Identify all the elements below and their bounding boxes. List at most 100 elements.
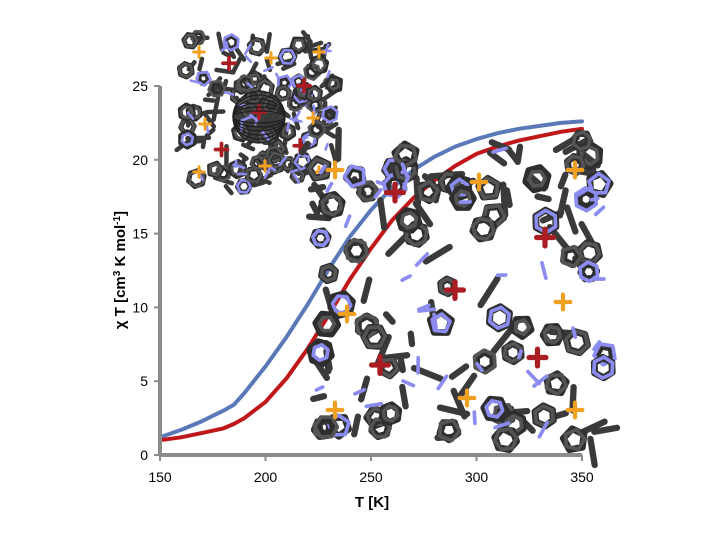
molecule-large-image (299, 126, 621, 469)
molecule-bond-nitrogen (532, 374, 549, 388)
molecule-bond (305, 213, 332, 222)
molecule-ring (319, 264, 338, 283)
molecule-ring (303, 62, 322, 81)
molecule-bond (505, 146, 521, 165)
y-tick-label: 5 (140, 373, 148, 389)
molecule-bond (221, 50, 232, 59)
molecule-ring (587, 171, 611, 195)
molecule-bond-nitrogen (540, 260, 548, 280)
molecule-bond-nitrogen (592, 340, 602, 352)
molecule-ring (327, 78, 341, 91)
molecule-ring (482, 203, 507, 228)
molecule-bond (299, 140, 311, 156)
molecule-bond (412, 200, 434, 228)
molecule-ring (231, 122, 252, 143)
molecule-bond (216, 31, 225, 52)
molecule-bond-nitrogen (263, 65, 274, 73)
molecule-ring (312, 310, 342, 338)
molecule-bond (272, 109, 283, 119)
molecule-ring (579, 144, 600, 167)
molecule-bond-nitrogen (593, 205, 606, 217)
molecule-ring (308, 54, 330, 76)
molecule-ring (321, 105, 339, 124)
molecule-bond-nitrogen (472, 410, 477, 426)
molecule-bond (360, 276, 373, 304)
molecule-bond (490, 324, 516, 355)
molecule-ring (307, 157, 330, 181)
molecule-bond-nitrogen (517, 349, 523, 360)
molecule-bond-nitrogen (314, 385, 325, 392)
molecule-bond-nitrogen (278, 155, 288, 167)
molecule-bond (185, 135, 212, 141)
molecule-bond-nitrogen (375, 180, 387, 187)
molecule-ring (514, 318, 532, 336)
molecule-bond (407, 330, 416, 348)
molecule-bond (238, 152, 249, 161)
y-axis-title: χ T [cm3 K mol-1] (112, 211, 130, 329)
molecule-bond-nitrogen (289, 168, 299, 174)
molecule-bond (569, 383, 577, 414)
molecule-ring (357, 180, 378, 203)
molecule-ring (430, 312, 452, 334)
molecule-ring (281, 125, 294, 139)
molecule-bond-nitrogen (537, 420, 549, 439)
molecule-bond (422, 243, 453, 265)
x-tick-label: 200 (254, 469, 278, 485)
molecule-bond-nitrogen (493, 421, 511, 430)
y-tick-label: 15 (132, 226, 148, 242)
y-tick-label: 10 (132, 299, 148, 315)
molecule-bond-nitrogen (234, 159, 238, 169)
molecule-ring (278, 48, 297, 65)
molecule-ring (315, 415, 338, 438)
molecule-bond (377, 197, 388, 231)
molecule-ring (381, 404, 400, 423)
molecule-ring (307, 120, 326, 139)
molecule-bond-nitrogen (189, 79, 202, 85)
molecule-ring (182, 33, 199, 48)
molecule-bond-nitrogen (292, 173, 301, 184)
molecule-bond-nitrogen (491, 146, 509, 154)
molecule-ring (522, 164, 552, 194)
molecule-bond (264, 31, 272, 54)
molecule-ring (207, 79, 227, 98)
molecule-ring (326, 413, 351, 437)
molecule-ring (563, 427, 587, 452)
molecule-bond-nitrogen (325, 181, 334, 193)
molecule-ring (236, 74, 255, 92)
molecule-ring (306, 338, 335, 367)
molecule-ring (208, 81, 225, 96)
molecule-ring (291, 86, 312, 106)
molecule-bond-nitrogen (318, 164, 327, 175)
molecule-bond (334, 126, 342, 163)
molecule-ring (417, 180, 440, 203)
molecule-bond (553, 410, 569, 420)
molecule-ring (480, 395, 509, 423)
molecule-bond-nitrogen (326, 70, 331, 79)
molecule-ring (533, 404, 556, 428)
x-axis-title: T [K] (355, 494, 389, 511)
molecule-bond-nitrogen (240, 115, 254, 122)
molecule-bond (200, 138, 207, 150)
series-line-2 (158, 126, 584, 443)
y-tick-label: 20 (132, 152, 148, 168)
molecule-ring (395, 206, 423, 234)
molecule-ring (591, 355, 615, 380)
molecule-ring (361, 325, 388, 349)
series-line-1 (158, 119, 584, 440)
molecule-ring (484, 398, 505, 419)
molecule-ring (250, 155, 266, 171)
y-axis-title-prefix: χ T [cm (112, 276, 129, 329)
molecule-bond (534, 193, 552, 203)
ticks-layer: 150 200 250 300 350 0 5 10 15 20 25 (132, 78, 593, 485)
molecule-bond (328, 142, 338, 164)
y-tick-label: 25 (132, 78, 148, 94)
molecule-bond (457, 372, 478, 399)
molecule-ring (179, 105, 195, 120)
molecule-bond-nitrogen (414, 252, 430, 267)
molecule-bond-nitrogen (244, 55, 253, 64)
molecule-ring (291, 38, 306, 52)
molecule-ring (177, 102, 196, 122)
molecule-bond (503, 187, 513, 208)
molecule-bond (309, 200, 321, 216)
